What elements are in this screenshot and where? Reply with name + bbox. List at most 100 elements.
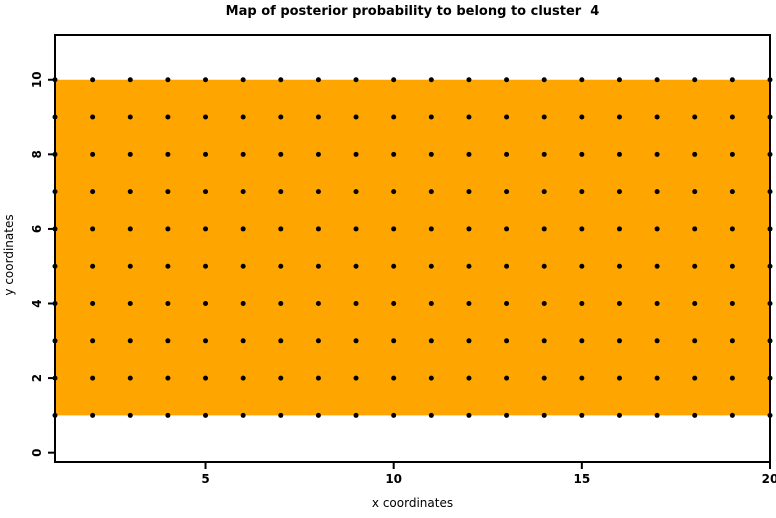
data-point xyxy=(692,263,698,269)
data-point xyxy=(692,412,698,418)
data-point xyxy=(616,375,622,381)
data-point xyxy=(504,77,510,83)
data-point xyxy=(692,301,698,307)
data-point xyxy=(692,226,698,232)
data-point xyxy=(240,77,246,83)
data-point xyxy=(729,412,735,418)
data-point xyxy=(692,151,698,157)
data-point xyxy=(353,375,359,381)
data-point xyxy=(203,77,209,83)
data-point xyxy=(466,226,472,232)
data-point xyxy=(466,338,472,344)
data-point xyxy=(428,189,434,195)
data-point xyxy=(616,338,622,344)
data-point xyxy=(278,189,284,195)
data-point xyxy=(278,263,284,269)
data-point xyxy=(616,114,622,120)
data-point xyxy=(315,226,321,232)
data-point xyxy=(353,151,359,157)
data-point xyxy=(165,77,171,83)
data-point xyxy=(391,151,397,157)
data-point xyxy=(240,226,246,232)
y-axis-tick-label: 8 xyxy=(30,150,44,158)
data-point xyxy=(579,189,585,195)
plot-frame xyxy=(54,34,771,463)
data-point xyxy=(391,301,397,307)
data-point xyxy=(90,301,96,307)
data-point xyxy=(729,114,735,120)
data-point xyxy=(315,114,321,120)
data-point xyxy=(466,189,472,195)
data-point xyxy=(90,189,96,195)
data-point xyxy=(692,375,698,381)
data-point xyxy=(240,412,246,418)
data-point xyxy=(165,375,171,381)
data-point xyxy=(541,151,547,157)
data-point xyxy=(353,412,359,418)
data-point xyxy=(428,77,434,83)
data-point xyxy=(428,151,434,157)
data-point xyxy=(165,151,171,157)
data-point xyxy=(203,375,209,381)
chart-title: Map of posterior probability to belong t… xyxy=(225,4,600,19)
data-point xyxy=(391,375,397,381)
data-point xyxy=(240,189,246,195)
data-point xyxy=(504,338,510,344)
data-point xyxy=(278,151,284,157)
data-point xyxy=(127,77,133,83)
y-axis-label: y coordinates xyxy=(2,214,16,296)
data-point xyxy=(504,301,510,307)
data-point xyxy=(278,77,284,83)
data-point xyxy=(165,189,171,195)
data-point xyxy=(466,77,472,83)
data-point xyxy=(466,151,472,157)
data-point xyxy=(127,226,133,232)
data-point xyxy=(353,338,359,344)
data-point xyxy=(278,375,284,381)
data-point xyxy=(391,114,397,120)
data-point xyxy=(127,375,133,381)
data-point xyxy=(616,77,622,83)
data-point xyxy=(654,114,660,120)
data-point xyxy=(391,412,397,418)
data-point xyxy=(504,226,510,232)
data-point xyxy=(541,412,547,418)
data-point xyxy=(579,338,585,344)
data-point xyxy=(579,151,585,157)
data-point xyxy=(541,301,547,307)
data-point xyxy=(240,114,246,120)
data-point xyxy=(165,263,171,269)
data-point xyxy=(391,338,397,344)
data-point xyxy=(579,375,585,381)
data-point xyxy=(240,263,246,269)
data-point xyxy=(466,301,472,307)
data-point xyxy=(616,189,622,195)
y-axis-tick-label: 0 xyxy=(30,448,44,456)
data-point xyxy=(315,412,321,418)
data-point xyxy=(504,189,510,195)
data-point xyxy=(616,412,622,418)
data-point xyxy=(654,77,660,83)
data-point xyxy=(654,189,660,195)
data-point xyxy=(616,151,622,157)
data-point xyxy=(579,77,585,83)
data-point xyxy=(203,263,209,269)
data-point xyxy=(315,151,321,157)
data-point xyxy=(353,263,359,269)
data-point xyxy=(165,301,171,307)
data-point xyxy=(654,412,660,418)
data-point xyxy=(692,114,698,120)
data-point xyxy=(579,226,585,232)
data-point xyxy=(127,114,133,120)
data-point xyxy=(654,301,660,307)
data-point xyxy=(278,412,284,418)
x-axis-label: x coordinates xyxy=(371,496,454,510)
data-point xyxy=(315,338,321,344)
data-point xyxy=(353,77,359,83)
data-point xyxy=(541,338,547,344)
data-point xyxy=(240,151,246,157)
data-point xyxy=(90,114,96,120)
data-point xyxy=(729,226,735,232)
y-axis-tick-label: 4 xyxy=(30,299,44,307)
